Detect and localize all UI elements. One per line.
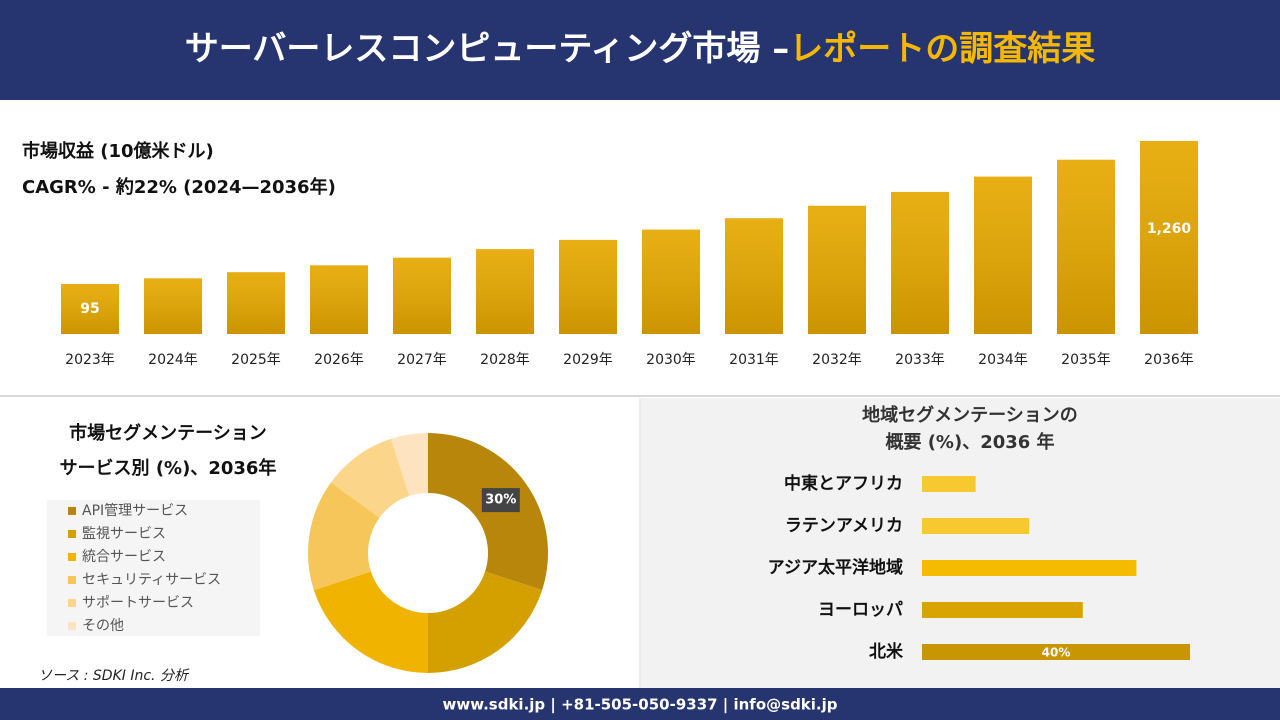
bar-shade xyxy=(974,176,1032,334)
legend-label: 統合サービス xyxy=(82,549,166,565)
chart-title: サービス別 (%)、2036年 xyxy=(60,457,277,479)
bar-shade xyxy=(642,229,700,334)
x-tick-label: 2034年 xyxy=(978,352,1028,368)
value-label: 95 xyxy=(80,301,99,317)
y-tick-label: 中東とアフリカ xyxy=(784,473,903,494)
legend-label: セキュリティサービス xyxy=(82,572,221,588)
chart-title: 市場セグメンテーション xyxy=(69,422,267,444)
x-tick-label: 2035年 xyxy=(1061,352,1111,368)
x-tick-label: 2026年 xyxy=(314,352,364,368)
bar-shade xyxy=(559,239,617,334)
legend-label: その他 xyxy=(82,618,124,634)
header-title-main: サーバーレスコンピューティング市場 – xyxy=(185,29,789,69)
x-tick-label: 2028年 xyxy=(480,352,530,368)
x-tick-label: 2029年 xyxy=(563,352,613,368)
y-tick-label: アジア太平洋地域 xyxy=(768,557,903,578)
footer-band xyxy=(0,688,1280,720)
value-label-box xyxy=(481,488,520,513)
legend-swatch xyxy=(68,553,76,561)
y-tick-label: ラテンアメリカ xyxy=(785,516,903,536)
bar-shade xyxy=(227,272,285,334)
bar-shade xyxy=(725,218,783,334)
x-tick-label: 2025年 xyxy=(231,352,281,368)
legend-swatch xyxy=(68,530,76,538)
x-tick-label: 2030年 xyxy=(646,352,696,368)
bar-shade xyxy=(61,284,119,334)
bar xyxy=(922,518,1030,534)
footer-contact: www.sdki.jp | +81-505-050-9337 | info@sd… xyxy=(442,696,837,715)
bar-shade xyxy=(393,257,451,334)
chart-subtitle: CAGR% - 約22% (2024—2036年) xyxy=(22,176,336,198)
source-note: ソース : SDKI Inc. 分析 xyxy=(38,668,190,684)
legend-label: API管理サービス xyxy=(82,503,188,519)
bar-shade xyxy=(476,249,534,334)
x-tick-label: 2023年 xyxy=(65,352,115,368)
bar-shade xyxy=(144,278,202,334)
right-panel xyxy=(641,398,1280,688)
header-band xyxy=(0,0,1280,100)
x-tick-label: 2032年 xyxy=(812,352,862,368)
chart-title: 地域セグメンテーションの xyxy=(862,404,1078,426)
legend-swatch xyxy=(68,599,76,607)
x-tick-label: 2036年 xyxy=(1144,352,1194,368)
x-tick-label: 2024年 xyxy=(148,352,198,368)
donut-slice xyxy=(428,571,543,673)
bar xyxy=(922,602,1083,618)
x-tick-label: 2033年 xyxy=(895,352,945,368)
header-title-highlight: レポートの調査結果 xyxy=(789,29,1095,69)
legend-label: 監視サービス xyxy=(82,526,166,542)
legend-box xyxy=(47,500,260,636)
x-tick-label: 2027年 xyxy=(397,352,447,368)
chart-title: 市場収益 (10億米ドル) xyxy=(22,140,214,162)
legend-swatch xyxy=(68,576,76,584)
bar-shade xyxy=(891,191,949,334)
bar-shade xyxy=(310,265,368,334)
chart-title: 概要 (%)、2036 年 xyxy=(885,431,1054,453)
value-label: 1,260 xyxy=(1147,221,1192,237)
y-tick-label: 北米 xyxy=(869,641,904,662)
y-tick-label: ヨーロッパ xyxy=(818,600,903,620)
bar xyxy=(922,560,1137,576)
bar-shade xyxy=(808,205,866,334)
donut-slice xyxy=(390,433,428,496)
donut-slice xyxy=(313,571,428,673)
donut-slice xyxy=(330,438,410,518)
bar-shade xyxy=(1140,141,1198,334)
bar xyxy=(922,644,1190,660)
bar-shade xyxy=(1057,159,1115,334)
legend-swatch xyxy=(68,507,76,515)
legend-label: サポートサービス xyxy=(82,595,194,611)
value-label: 40% xyxy=(1042,646,1071,660)
value-label: 30% xyxy=(485,493,516,508)
legend-swatch xyxy=(68,622,76,630)
bar xyxy=(922,476,976,492)
x-tick-label: 2031年 xyxy=(729,352,779,368)
header-title: サーバーレスコンピューティング市場 –レポートの調査結果 xyxy=(185,29,1095,69)
donut-slice xyxy=(308,482,380,591)
